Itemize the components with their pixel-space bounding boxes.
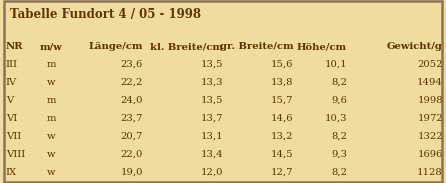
Text: gr. Breite/cm: gr. Breite/cm [220,42,293,51]
Text: 10,3: 10,3 [325,114,347,123]
Text: 13,4: 13,4 [200,150,223,159]
Text: III: III [6,60,18,69]
Text: w: w [47,78,56,87]
Text: VII: VII [6,132,21,141]
Text: 8,2: 8,2 [331,168,347,177]
Text: 13,5: 13,5 [201,60,223,69]
Text: m/w: m/w [40,42,63,51]
Text: Tabelle Fundort 4 / 05 - 1998: Tabelle Fundort 4 / 05 - 1998 [10,8,201,21]
Text: 13,7: 13,7 [201,114,223,123]
Text: V: V [6,96,13,105]
Text: VIII: VIII [6,150,25,159]
Text: 12,0: 12,0 [201,168,223,177]
Text: 15,6: 15,6 [271,60,293,69]
Text: m: m [46,60,56,69]
Text: m: m [46,96,56,105]
Text: NR: NR [6,42,23,51]
Text: 15,7: 15,7 [271,96,293,105]
Text: 8,2: 8,2 [331,132,347,141]
Text: 23,6: 23,6 [120,60,143,69]
Text: Länge/cm: Länge/cm [88,42,143,51]
Text: 1494: 1494 [417,78,443,87]
Text: 9,6: 9,6 [331,96,347,105]
Text: 2052: 2052 [417,60,443,69]
Text: w: w [47,168,56,177]
Text: 1972: 1972 [417,114,443,123]
Text: 1998: 1998 [417,96,443,105]
Text: 1696: 1696 [417,150,443,159]
Text: 20,7: 20,7 [120,132,143,141]
Text: 14,5: 14,5 [271,150,293,159]
Text: 22,2: 22,2 [120,78,143,87]
Text: 13,8: 13,8 [271,78,293,87]
Text: 19,0: 19,0 [120,168,143,177]
Text: 13,1: 13,1 [200,132,223,141]
Text: w: w [47,132,56,141]
Text: Gewicht/g: Gewicht/g [387,42,443,51]
Text: 1128: 1128 [417,168,443,177]
Text: Höhe/cm: Höhe/cm [297,42,347,51]
Text: 13,2: 13,2 [271,132,293,141]
Text: VI: VI [6,114,17,123]
Text: 10,1: 10,1 [324,60,347,69]
Text: 23,7: 23,7 [120,114,143,123]
Text: 14,6: 14,6 [271,114,293,123]
Text: 13,3: 13,3 [201,78,223,87]
Text: m: m [46,114,56,123]
Text: w: w [47,150,56,159]
Text: 24,0: 24,0 [120,96,143,105]
Text: 12,7: 12,7 [271,168,293,177]
Text: 1322: 1322 [417,132,443,141]
Text: 13,5: 13,5 [201,96,223,105]
Text: 9,3: 9,3 [331,150,347,159]
Text: 22,0: 22,0 [120,150,143,159]
Text: IX: IX [6,168,17,177]
Text: kl. Breite/cm: kl. Breite/cm [150,42,223,51]
Text: 8,2: 8,2 [331,78,347,87]
Text: IV: IV [6,78,17,87]
